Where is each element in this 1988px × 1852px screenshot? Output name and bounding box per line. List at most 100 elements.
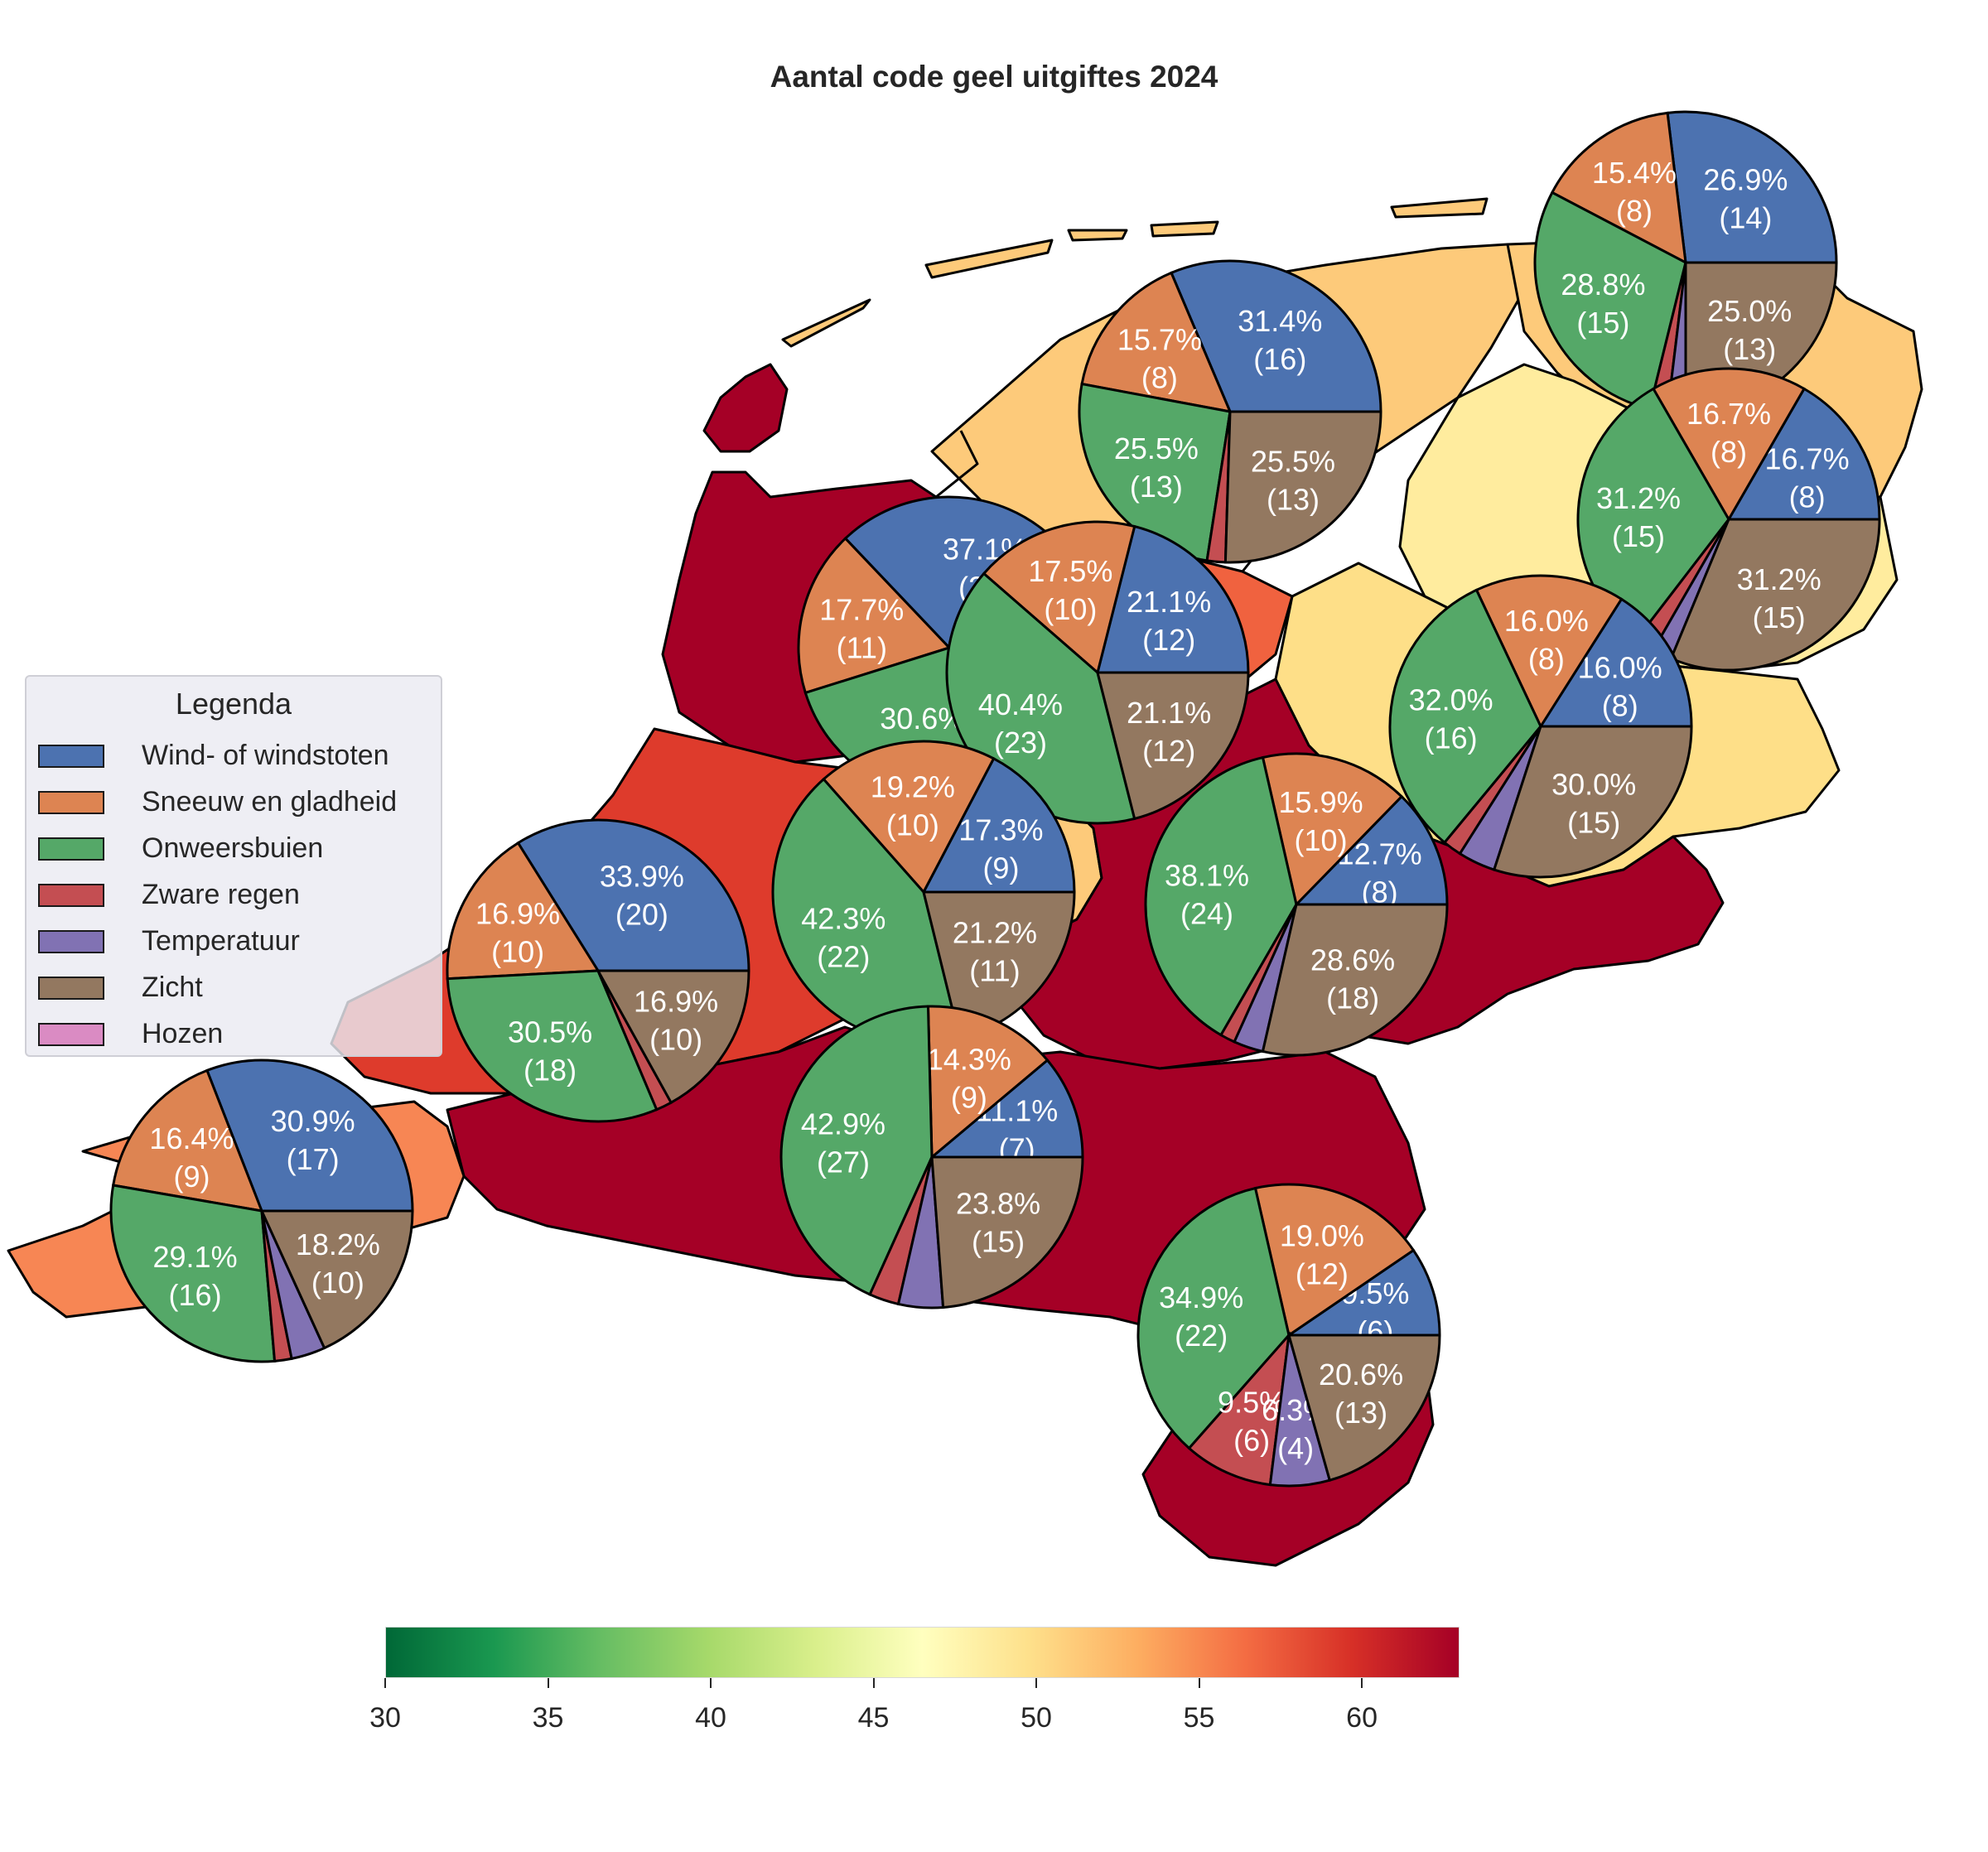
pie-slice (1170, 259, 1382, 413)
colorbar-tick-label: 35 (532, 1702, 564, 1734)
pie-slice (259, 1209, 414, 1350)
pie-data-label: 17.3% (958, 813, 1043, 847)
pie-slice (982, 520, 1136, 675)
pie-slice (1538, 597, 1693, 728)
pie-chart: 16.0% (8) 16.0% (8) 32.0% (16) 30.0% (15) (1388, 574, 1693, 879)
legend-swatch-visibility (38, 977, 104, 1000)
pie-slice (926, 1005, 1049, 1160)
pie-slice (1533, 191, 1687, 411)
legend-item-rain: Zware regen (38, 875, 436, 917)
pie-data-label: 19.2% (871, 770, 955, 804)
pie-data-label: (13) (1723, 332, 1776, 366)
pie-data-label: (8) (1711, 435, 1747, 469)
pie-slice (446, 841, 601, 981)
pie-data-label: 28.6% (1310, 943, 1395, 977)
pie-slice (1261, 903, 1449, 1057)
pie-data-label: (13) (1334, 1396, 1387, 1430)
pie-data-label: (15) (1567, 805, 1620, 839)
pie-data-label: 29.1% (153, 1240, 238, 1274)
pie-data-label: (16) (1253, 342, 1306, 376)
pie-slice (205, 1059, 414, 1213)
pie-data-label: (17) (287, 1142, 340, 1176)
colorbar-tick (710, 1678, 712, 1688)
pie-data-label: (10) (491, 935, 544, 969)
pie-data-label: (13) (1130, 470, 1183, 504)
pie-data-label: (14) (1719, 200, 1772, 234)
pie-slice (822, 740, 996, 895)
pie-slice (1136, 1186, 1291, 1450)
pie-data-label: 42.9% (801, 1107, 885, 1141)
pie-slice (1669, 518, 1881, 672)
pie-data-label: 20.6% (1319, 1358, 1403, 1391)
pie-data-label: (8) (1789, 480, 1826, 514)
legend-swatch-snow (38, 791, 104, 814)
pie-chart: 26.9% (14) 15.4% (8) 28.8% (15) 25.0% (13) (1533, 110, 1838, 415)
pie-data-label: 25.5% (1114, 432, 1199, 465)
pie-data-label: (15) (1753, 600, 1806, 634)
pie-slice (1285, 1248, 1441, 1337)
legend-label-rain: Zware regen (142, 879, 300, 910)
pie-slice (596, 969, 750, 1105)
legend-label-snow: Sneeuw en gladheid (142, 786, 398, 817)
pie-data-label: 40.4% (978, 687, 1063, 721)
pie-data-label: 31.2% (1596, 481, 1681, 515)
pie-data-label: (12) (1142, 623, 1195, 657)
pie-slice (1096, 524, 1250, 674)
pie-data-label: 14.3% (927, 1042, 1011, 1076)
pie-data-label: 26.9% (1703, 162, 1788, 196)
region-terschelling (924, 239, 1054, 279)
colorbar (385, 1627, 1460, 1678)
legend-item-temperature: Temperatuur (38, 922, 436, 963)
pie-data-label: (12) (1296, 1256, 1349, 1290)
pie-data-label: 16.9% (475, 897, 560, 931)
pie-data-label: (8) (1528, 642, 1565, 676)
legend-item-thunder: Onweersbuien (38, 829, 436, 871)
pie-data-label: 15.9% (1279, 785, 1363, 819)
pie-data-label: 17.7% (819, 593, 904, 627)
pie-data-label: 16.9% (634, 984, 718, 1018)
pie-data-label: 31.2% (1737, 562, 1822, 596)
pie-slice (1474, 574, 1624, 730)
pie-chart: 17.3% (9) 19.2% (10) 42.3% (22) 21.2% (11) (771, 740, 1076, 1044)
legend-swatch-thunder (38, 837, 104, 861)
pie-data-label: (8) (1602, 688, 1638, 722)
pie-data-label: (15) (1576, 306, 1629, 340)
legend-item-hozen: Hozen (38, 1015, 436, 1056)
pie-chart: 12.7%(8)15.9%(10)38.1%(24)28.6%(18) (1144, 752, 1449, 1057)
pie-slice (446, 969, 659, 1123)
colorbar-tick-label: 30 (369, 1702, 401, 1734)
legend-swatch-rain (38, 884, 104, 907)
region-schiermonnikoog (1150, 220, 1219, 238)
legend-label-wind: Wind- of windstoten (142, 740, 389, 771)
pie-data-label: 25.0% (1707, 294, 1792, 328)
pie-data-label: 18.2% (296, 1227, 380, 1261)
pie-data-label: (4) (1277, 1431, 1314, 1465)
pie-slice (921, 756, 1076, 894)
colorbar-tick (1198, 1678, 1200, 1688)
pie-data-label: 21.2% (953, 915, 1037, 949)
colorbar-tick-label: 55 (1183, 1702, 1215, 1734)
pie-data-label: (18) (524, 1054, 577, 1088)
pie-chart: 9.5%(6)19.0%(12)34.9%(22)9.5%(6)6.3%(4)2… (1136, 1183, 1441, 1488)
legend-item-visibility: Zicht (38, 968, 436, 1010)
pie-slice (1187, 1331, 1291, 1487)
pie-data-label: (9) (982, 851, 1019, 885)
pie-data-label: (10) (1044, 592, 1097, 626)
pie-data-label: 19.0% (1280, 1218, 1364, 1252)
legend-item-wind: Wind- of windstoten (38, 736, 436, 778)
chart-title: Aantal code geel uitgiftes 2024 (770, 60, 1218, 94)
pie-data-label: 16.7% (1686, 397, 1771, 431)
pie-data-label: (20) (615, 897, 668, 931)
pie-slice (109, 1184, 277, 1363)
pie-data-label: (16) (169, 1278, 222, 1312)
pie-data-label: 9.5% (1218, 1386, 1286, 1420)
pie-data-label: (10) (311, 1266, 364, 1300)
legend-swatch-hozen (38, 1023, 104, 1046)
region-texel (702, 363, 789, 453)
pie-data-label: (8) (1141, 361, 1178, 395)
pie-data-label: (10) (886, 808, 939, 842)
pie-data-label: 34.9% (1159, 1280, 1243, 1314)
pie-data-label: (9) (951, 1080, 987, 1114)
